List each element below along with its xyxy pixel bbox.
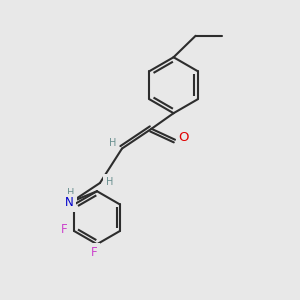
Text: F: F (61, 223, 68, 236)
Text: O: O (178, 131, 188, 144)
Text: H: H (109, 138, 116, 148)
Text: N: N (65, 196, 74, 209)
Text: F: F (91, 246, 98, 259)
Text: H: H (67, 188, 74, 198)
Text: H: H (106, 176, 113, 187)
